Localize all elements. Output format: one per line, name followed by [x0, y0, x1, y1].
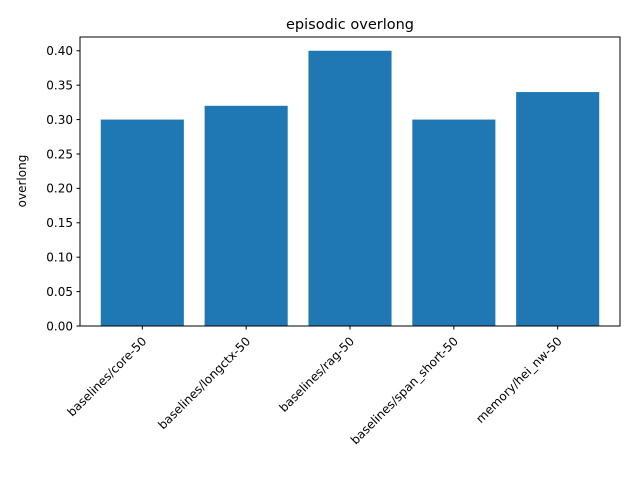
y-axis-label: overlong	[15, 155, 29, 208]
y-tick-label-4: 0.20	[46, 182, 73, 196]
chart-title: episodic overlong	[286, 17, 414, 33]
bar-1	[204, 105, 288, 326]
bar-2	[308, 50, 392, 326]
y-tick-label-3: 0.15	[46, 216, 73, 230]
bars-group	[100, 50, 600, 326]
y-tick-label-1: 0.05	[46, 285, 73, 299]
y-tick-label-0: 0.00	[46, 319, 73, 333]
bar-4	[516, 92, 600, 326]
y-tick-label-8: 0.40	[46, 44, 73, 58]
x-tick-label-2: baselines/rag-50	[276, 334, 357, 415]
y-axis-ticks: 0.00 0.05 0.10 0.15 0.20 0.25 0.30 0.35 0.40	[46, 44, 80, 333]
y-tick-label-7: 0.35	[46, 78, 73, 92]
x-tick-label-0: baselines/core-50	[64, 334, 149, 419]
x-tick-label-3: baselines/span_short-50	[348, 334, 461, 447]
y-tick-label-2: 0.10	[46, 250, 73, 264]
y-tick-label-5: 0.25	[46, 147, 73, 161]
x-axis-ticks: baselines/core-50 baselines/longctx-50 bas…	[64, 326, 565, 447]
plot-frame	[79, 36, 621, 327]
x-tick-label-1: baselines/longctx-50	[155, 334, 253, 432]
y-tick-label-6: 0.30	[46, 113, 73, 127]
x-tick-label-4: memory/hei_nw-50	[473, 334, 565, 426]
bar-3	[412, 119, 496, 326]
bar-0	[100, 119, 184, 326]
